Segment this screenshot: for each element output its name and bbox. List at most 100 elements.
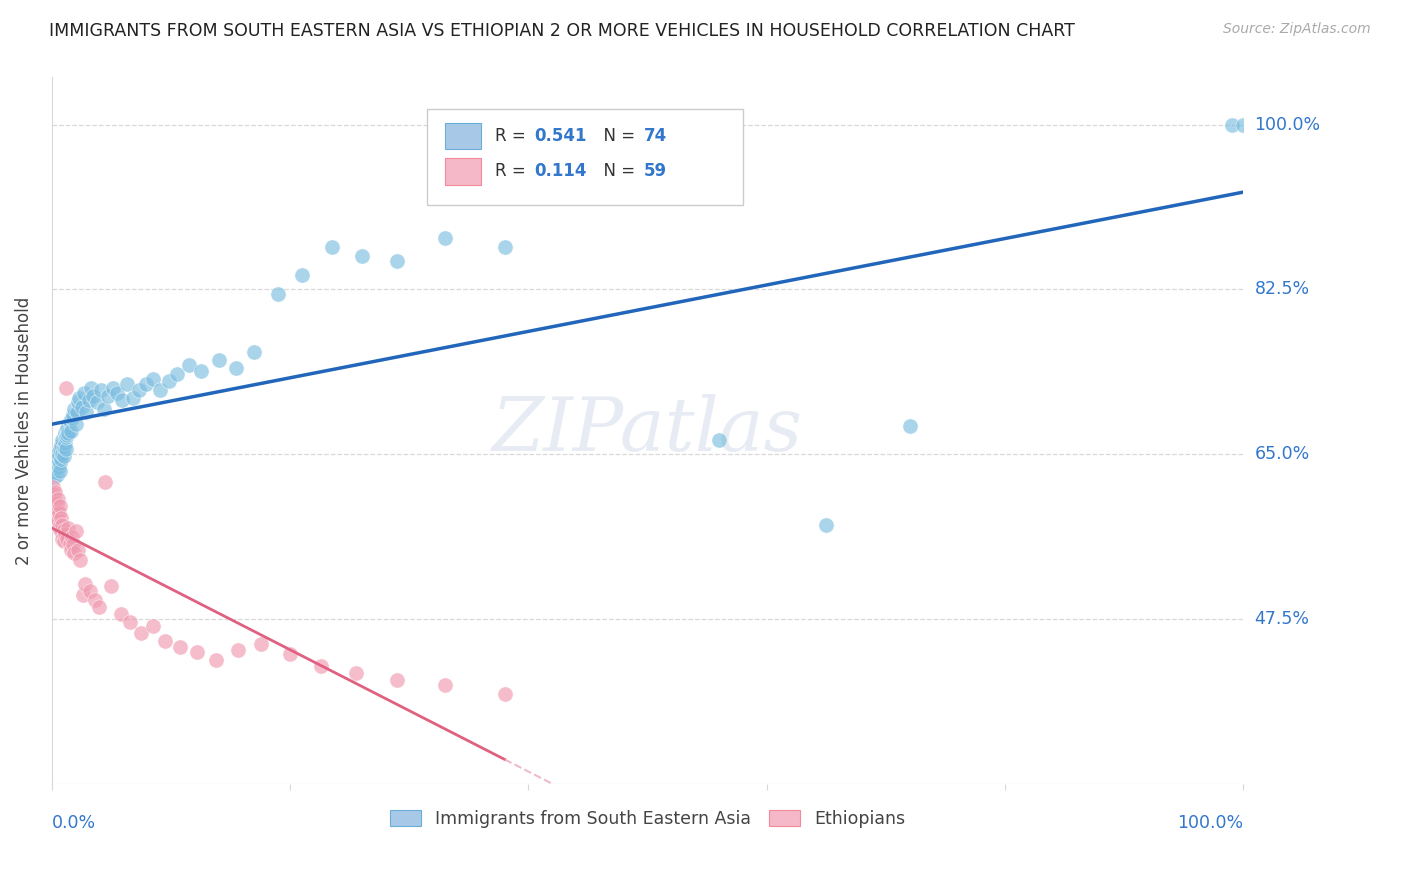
Point	[101, 381, 124, 395]
Point	[77, 392, 100, 407]
Point	[62, 408, 84, 422]
Point	[49, 499, 72, 513]
Point	[56, 428, 79, 442]
Point	[52, 449, 75, 463]
Point	[60, 411, 83, 425]
Point	[344, 665, 367, 680]
Point	[51, 447, 73, 461]
Point	[49, 442, 72, 457]
Point	[59, 536, 82, 550]
Point	[46, 513, 69, 527]
Point	[49, 517, 72, 532]
Point	[48, 506, 70, 520]
Point	[898, 419, 921, 434]
Point	[142, 618, 165, 632]
FancyBboxPatch shape	[446, 158, 481, 185]
Point	[44, 513, 66, 527]
Point	[48, 449, 70, 463]
Point	[72, 589, 94, 603]
FancyBboxPatch shape	[446, 122, 481, 150]
Point	[51, 517, 73, 532]
Point	[153, 633, 176, 648]
Point	[55, 442, 77, 457]
Point	[55, 381, 77, 395]
Point	[63, 401, 86, 416]
Text: 100.0%: 100.0%	[1254, 116, 1320, 134]
Text: N =: N =	[593, 162, 640, 180]
Point	[59, 543, 82, 558]
Point	[69, 552, 91, 566]
Text: 0.114: 0.114	[534, 162, 586, 180]
Point	[56, 532, 79, 546]
Point	[46, 504, 69, 518]
Point	[52, 440, 75, 454]
Point	[44, 494, 66, 508]
Point	[225, 360, 247, 375]
Point	[48, 521, 70, 535]
Point	[70, 400, 93, 414]
Point	[129, 626, 152, 640]
Point	[45, 506, 67, 520]
Point	[207, 353, 229, 368]
Point	[53, 436, 76, 450]
Point	[51, 451, 73, 466]
Point	[67, 391, 90, 405]
Point	[45, 496, 67, 510]
Point	[45, 458, 67, 473]
Point	[226, 643, 249, 657]
Point	[97, 389, 120, 403]
Point	[350, 249, 373, 263]
Point	[80, 381, 103, 395]
Point	[387, 673, 409, 688]
Point	[111, 392, 134, 407]
Point	[1232, 118, 1254, 132]
Text: 0.0%: 0.0%	[52, 814, 96, 832]
Text: 82.5%: 82.5%	[1254, 280, 1310, 298]
Point	[44, 487, 66, 501]
Point	[66, 543, 89, 558]
Point	[51, 524, 73, 539]
Point	[135, 376, 157, 391]
Point	[243, 345, 266, 359]
Point	[128, 383, 150, 397]
Point	[58, 521, 80, 535]
Point	[44, 471, 66, 485]
Point	[65, 524, 87, 539]
Point	[59, 414, 82, 428]
Point	[120, 615, 142, 629]
Point	[46, 454, 69, 468]
Point	[93, 401, 115, 416]
Text: 0.541: 0.541	[534, 127, 586, 145]
Point	[42, 494, 65, 508]
Point	[94, 475, 117, 490]
Point	[51, 532, 73, 546]
Point	[44, 504, 66, 518]
Point	[51, 433, 73, 447]
Point	[86, 395, 108, 409]
Point	[42, 466, 65, 480]
Point	[89, 599, 111, 614]
Text: R =: R =	[495, 127, 531, 145]
Text: R =: R =	[495, 162, 531, 180]
Point	[90, 383, 112, 397]
Point	[149, 383, 172, 397]
Point	[387, 254, 409, 268]
Point	[42, 480, 65, 494]
Text: N =: N =	[593, 127, 640, 145]
Point	[73, 386, 96, 401]
Point	[49, 456, 72, 470]
Point	[321, 240, 343, 254]
Point	[75, 405, 97, 419]
Text: 59: 59	[644, 162, 668, 180]
Point	[51, 511, 73, 525]
Text: Source: ZipAtlas.com: Source: ZipAtlas.com	[1223, 22, 1371, 37]
Point	[53, 527, 76, 541]
Y-axis label: 2 or more Vehicles in Household: 2 or more Vehicles in Household	[15, 296, 32, 565]
Point	[250, 637, 273, 651]
Point	[110, 607, 132, 622]
Point	[494, 240, 516, 254]
Point	[205, 652, 228, 666]
Point	[267, 287, 290, 301]
Point	[44, 499, 66, 513]
Point	[51, 438, 73, 452]
